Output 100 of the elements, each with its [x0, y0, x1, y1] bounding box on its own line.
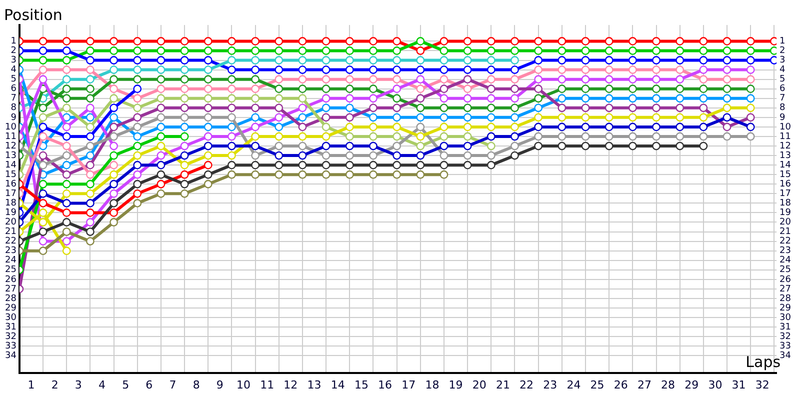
- y2-tick-label: 30: [780, 312, 792, 323]
- x-tick-label: 32: [755, 378, 770, 392]
- point: [62, 142, 71, 150]
- point: [628, 142, 637, 150]
- point: [133, 180, 142, 188]
- point: [463, 122, 472, 132]
- point: [322, 160, 330, 170]
- point: [274, 113, 284, 122]
- point: [770, 56, 777, 64]
- point: [86, 189, 94, 198]
- point: [699, 75, 708, 84]
- point: [38, 104, 48, 112]
- point: [86, 113, 94, 122]
- point: [486, 66, 496, 74]
- point: [156, 122, 166, 132]
- point: [369, 160, 378, 170]
- y2-tick-label: 29: [780, 303, 792, 314]
- point: [251, 132, 260, 141]
- point: [180, 151, 189, 160]
- y-tick-label: 24: [5, 256, 17, 266]
- point: [486, 75, 496, 84]
- point: [133, 122, 142, 132]
- point: [746, 46, 755, 55]
- point: [180, 75, 189, 84]
- point: [416, 37, 425, 46]
- point: [298, 170, 307, 179]
- x-tick-label: 29: [684, 378, 699, 392]
- point: [722, 37, 732, 46]
- point: [652, 37, 660, 46]
- y-tick-label: 19: [5, 208, 17, 218]
- point: [274, 160, 284, 170]
- point: [369, 170, 378, 179]
- point: [604, 56, 614, 64]
- point: [440, 151, 448, 160]
- y2-tick-label: 8: [780, 103, 786, 114]
- point: [156, 189, 166, 198]
- point: [722, 46, 732, 55]
- point: [228, 84, 236, 94]
- point: [722, 94, 732, 103]
- point: [274, 66, 284, 74]
- y2-tick-label: 25: [780, 265, 791, 276]
- point: [180, 160, 189, 170]
- x-tick-label: 25: [590, 378, 604, 392]
- point: [86, 122, 94, 132]
- point: [156, 46, 166, 55]
- point: [251, 170, 260, 179]
- point: [180, 122, 189, 132]
- point: [228, 160, 236, 170]
- point: [62, 46, 71, 55]
- point: [510, 66, 519, 74]
- point: [86, 170, 94, 179]
- point: [110, 122, 118, 132]
- x-tick-label: 10: [236, 378, 251, 392]
- point: [392, 170, 402, 179]
- point: [699, 104, 708, 112]
- point: [228, 142, 236, 150]
- point: [204, 113, 212, 122]
- point: [133, 160, 142, 170]
- y2-tick-label: 3: [780, 56, 786, 66]
- point: [110, 170, 118, 179]
- point: [322, 75, 330, 84]
- point: [486, 94, 496, 103]
- point: [274, 104, 284, 112]
- point: [251, 151, 260, 160]
- point: [86, 151, 94, 160]
- point: [440, 113, 448, 122]
- point: [416, 122, 425, 132]
- point: [228, 94, 236, 103]
- point: [416, 142, 425, 150]
- point: [722, 56, 732, 64]
- y-tick-label: 20: [5, 218, 17, 228]
- x-tick-label: 24: [566, 378, 581, 392]
- point: [156, 75, 166, 84]
- point: [204, 122, 212, 132]
- point: [38, 122, 48, 132]
- point: [62, 66, 71, 74]
- y2-tick-label: 5: [780, 74, 786, 85]
- x-tick-label: 22: [520, 378, 534, 392]
- point: [345, 84, 354, 94]
- point: [369, 37, 378, 46]
- y-tick-label: 3: [10, 56, 16, 66]
- point: [676, 37, 684, 46]
- point: [581, 56, 590, 64]
- point: [62, 246, 71, 256]
- point: [722, 75, 732, 84]
- point: [204, 66, 212, 74]
- point: [510, 104, 519, 112]
- point: [228, 46, 236, 55]
- point: [369, 84, 378, 94]
- point: [345, 75, 354, 84]
- point: [463, 46, 472, 55]
- point: [392, 113, 402, 122]
- point: [416, 104, 425, 112]
- point: [180, 84, 189, 94]
- point: [604, 113, 614, 122]
- point: [204, 142, 212, 150]
- point: [463, 37, 472, 46]
- y2-tick-label: 1: [780, 36, 786, 47]
- point: [369, 151, 378, 160]
- point: [156, 151, 166, 160]
